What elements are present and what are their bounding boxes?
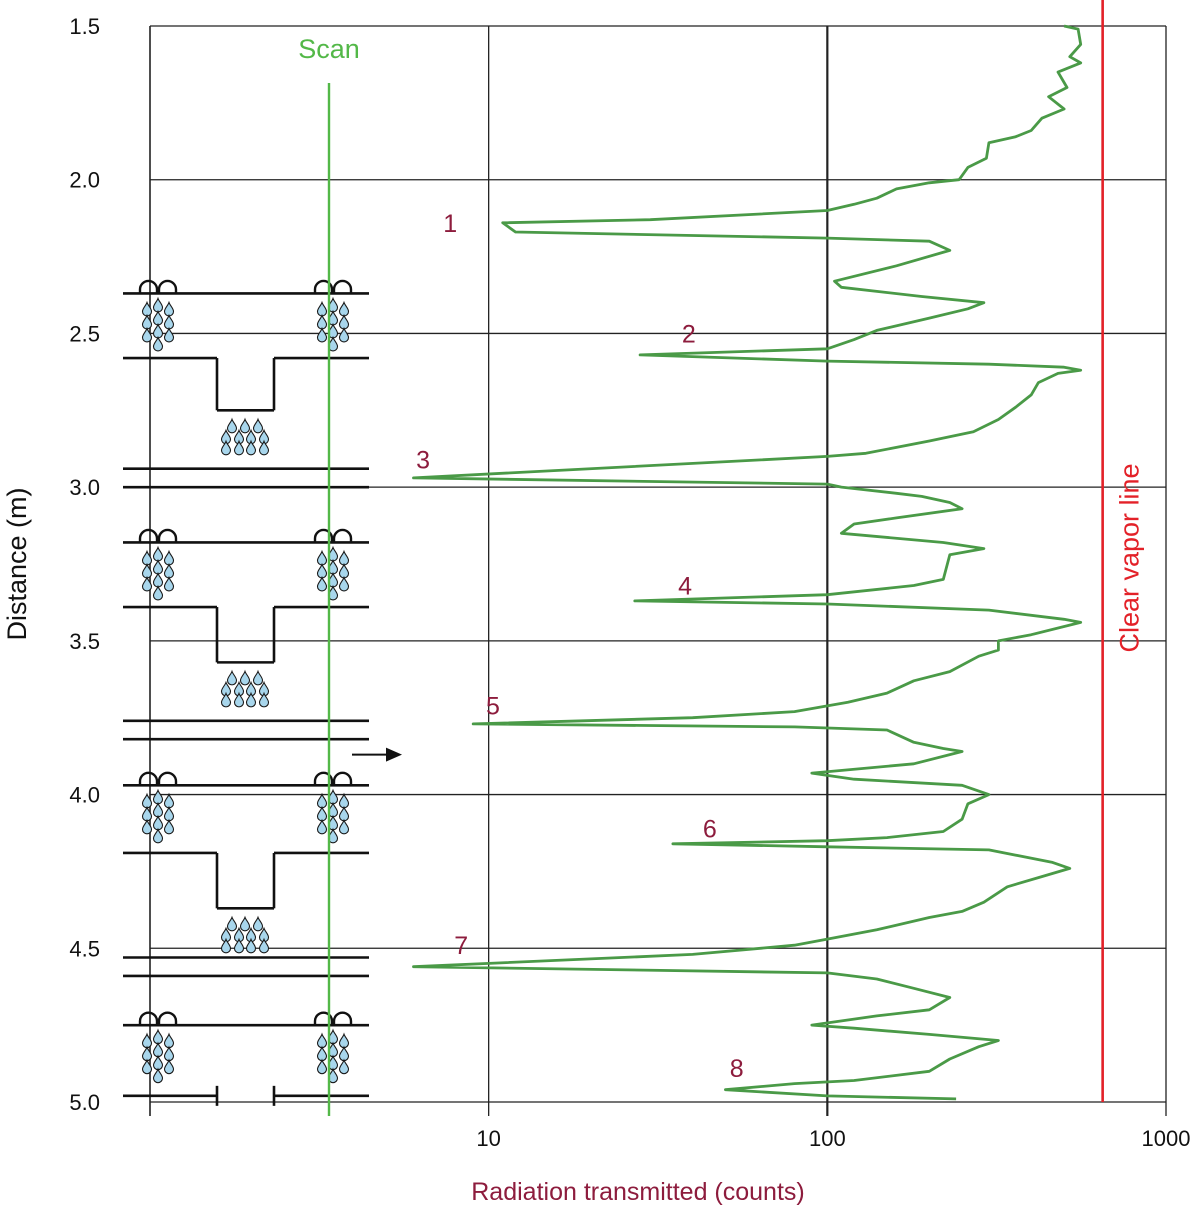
droplet-icon — [152, 335, 164, 352]
droplet-icon — [152, 1067, 164, 1084]
droplet-icon — [239, 915, 251, 932]
bubble-cap-icon — [138, 1011, 178, 1026]
droplet-icon — [141, 326, 153, 343]
peak-label-5: 5 — [486, 692, 500, 720]
droplet-icon — [252, 417, 264, 434]
y-axis-ticks: 1.5 2.0 2.5 3.0 3.5 4.0 4.5 5.0 — [69, 14, 100, 1115]
peak-label-6: 6 — [703, 815, 717, 843]
droplet-icon — [226, 669, 238, 686]
bubble-cap-icon — [313, 279, 353, 294]
droplet-icon — [338, 326, 350, 343]
droplet-icon — [220, 937, 232, 954]
droplet-icon — [233, 439, 245, 456]
droplet-icon — [220, 439, 232, 456]
droplet-icon — [141, 575, 153, 592]
peak-label-8: 8 — [730, 1055, 744, 1083]
x-axis-label: Radiation transmitted (counts) — [471, 1178, 804, 1206]
droplet-icon — [239, 417, 251, 434]
droplet-icon — [258, 439, 270, 456]
droplet-icon — [316, 1058, 328, 1075]
clear-vapor-line-label: Clear vapor line — [1115, 463, 1145, 652]
bubble-cap-icon — [138, 771, 178, 786]
droplet-icon — [316, 326, 328, 343]
radiation-series-line — [412, 24, 1083, 1101]
droplet-icon — [226, 915, 238, 932]
droplet-icon — [327, 584, 339, 601]
bubble-cap-icon — [138, 528, 178, 543]
y-tick-label: 2.5 — [69, 321, 100, 346]
peak-label-7: 7 — [454, 932, 468, 960]
y-tick-label: 3.5 — [69, 629, 100, 654]
droplet-icon — [163, 575, 175, 592]
droplet-icon — [258, 937, 270, 954]
droplet-icon — [152, 827, 164, 844]
peak-label-2: 2 — [682, 320, 696, 348]
peak-label-4: 4 — [678, 573, 692, 601]
y-tick-label: 4.5 — [69, 936, 100, 961]
droplet-icon — [338, 1058, 350, 1075]
droplet-icon — [141, 818, 153, 835]
droplet-icon — [258, 691, 270, 708]
droplet-icon — [252, 915, 264, 932]
flow-arrow — [352, 747, 402, 762]
droplet-icon — [316, 818, 328, 835]
grid-lines — [149, 25, 1167, 1116]
bubble-cap-icon — [313, 1011, 353, 1026]
y-tick-label: 1.5 — [69, 14, 100, 39]
peak-label-1: 1 — [443, 210, 457, 238]
peak-label-3: 3 — [416, 446, 430, 474]
droplet-icon — [233, 691, 245, 708]
y-tick-label: 2.0 — [69, 168, 100, 193]
droplet-icon — [141, 1058, 153, 1075]
x-tick-label: 100 — [809, 1126, 846, 1151]
droplet-icon — [226, 417, 238, 434]
droplet-icon — [327, 335, 339, 352]
scan-label: Scan — [298, 34, 360, 64]
droplet-icon — [245, 691, 257, 708]
y-axis-label: Distance (m) — [2, 487, 32, 640]
droplet-icon — [327, 1067, 339, 1084]
droplet-icon — [220, 691, 232, 708]
droplet-icon — [163, 818, 175, 835]
x-tick-label: 10 — [476, 1126, 500, 1151]
droplet-icon — [163, 1058, 175, 1075]
y-tick-label: 4.0 — [69, 783, 100, 808]
droplet-icon — [316, 575, 328, 592]
droplet-icon — [245, 937, 257, 954]
arrow-head-icon — [386, 747, 402, 762]
droplet-icon — [245, 439, 257, 456]
peak-labels: 1 2 3 4 5 6 7 8 — [416, 210, 744, 1083]
y-tick-label: 5.0 — [69, 1090, 100, 1115]
x-tick-label: 1000 — [1142, 1126, 1191, 1151]
bubble-cap-icon — [313, 771, 353, 786]
droplet-icon — [338, 575, 350, 592]
droplet-icon — [152, 584, 164, 601]
bubble-cap-icon — [138, 279, 178, 294]
column-diagram — [123, 279, 369, 1106]
droplet-icon — [338, 818, 350, 835]
x-axis-ticks: 10 100 1000 — [476, 1126, 1190, 1151]
droplet-icon — [327, 827, 339, 844]
droplet-icon — [233, 937, 245, 954]
droplet-icon — [252, 669, 264, 686]
droplet-icon — [239, 669, 251, 686]
y-tick-label: 3.0 — [69, 475, 100, 500]
droplet-icon — [163, 326, 175, 343]
bubble-cap-icon — [313, 528, 353, 543]
